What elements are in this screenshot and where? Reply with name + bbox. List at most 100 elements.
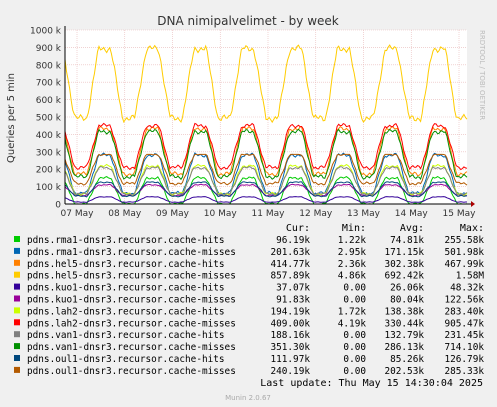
legend-row: pdns.oul1-dnsr3.recursor.cache-hits 111.9… [14, 354, 484, 365]
legend-value-cur: 91.83k [276, 295, 310, 306]
series-line-8 [64, 122, 468, 171]
legend-row: pdns.kuo1-dnsr3.recursor.cache-hits 37.07… [14, 283, 484, 294]
y-tick-label: 500 k [36, 114, 62, 124]
legend-value-min: 0.00 [343, 342, 366, 353]
legend-value-max: 122.56k [444, 295, 484, 306]
legend-value-cur: 240.19k [270, 366, 310, 377]
legend-series-name: pdns.kuo1-dnsr3.recursor.cache-hits [27, 283, 225, 294]
legend-row: pdns.oul1-dnsr3.recursor.cache-misses 240… [14, 366, 484, 377]
legend-value-cur: 37.07k [276, 283, 310, 294]
x-tick-label: 07 May [61, 209, 95, 219]
y-tick-label: 1000 k [30, 27, 62, 37]
legend-value-min: 1.22k [338, 235, 367, 246]
legend-series-name: pdns.kuo1-dnsr3.recursor.cache-misses [27, 295, 236, 306]
legend-series-name: pdns.oul1-dnsr3.recursor.cache-misses [27, 366, 236, 377]
y-tick-label: 800 k [36, 61, 62, 71]
legend-swatch [14, 283, 20, 290]
series-line-11 [64, 181, 468, 198]
y-grid [65, 29, 467, 187]
legend-swatch [14, 295, 20, 302]
legend-value-max: 905.47k [444, 318, 484, 329]
legend-value-cur: 201.63k [270, 247, 310, 258]
legend-swatch [14, 247, 20, 254]
legend-swatch [14, 307, 20, 314]
rrdtool-watermark: RRDTOOL / TOBI OETIKER [478, 30, 486, 120]
chart-title: DNA nimipalvelimet - by week [157, 14, 339, 28]
legend-header-cur: Cur: [286, 223, 310, 234]
y-tick-label: 600 k [36, 96, 62, 106]
y-tick-label: 400 k [36, 131, 62, 141]
legend-value-cur: 414.77k [270, 259, 310, 270]
legend-value-max: 467.99k [444, 259, 484, 270]
legend-value-avg: 80.04k [390, 295, 424, 306]
legend-swatch [14, 271, 20, 278]
legend-value-max: 283.40k [444, 306, 484, 317]
legend-value-min: 4.19k [338, 318, 367, 329]
legend-value-avg: 85.26k [390, 354, 424, 365]
legend-row: pdns.kuo1-dnsr3.recursor.cache-misses 91.… [14, 295, 484, 306]
series-line-10 [64, 128, 468, 181]
legend-value-min: 0.00 [343, 330, 366, 341]
legend-value-avg: 286.13k [384, 342, 424, 353]
legend-value-avg: 171.15k [384, 247, 424, 258]
legend-value-min: 0.00 [343, 295, 366, 306]
legend-value-cur: 96.19k [276, 235, 310, 246]
legend-row: pdns.rma1-dnsr3.recursor.cache-hits 96.19… [14, 235, 484, 246]
legend-row: pdns.van1-dnsr3.recursor.cache-hits 188.1… [14, 330, 484, 341]
x-tick-label: 13 May [347, 209, 381, 219]
legend-value-avg: 202.53k [384, 366, 424, 377]
legend-value-cur: 857.89k [270, 271, 310, 282]
legend-value-min: 2.95k [338, 247, 367, 258]
legend-series-name: pdns.oul1-dnsr3.recursor.cache-hits [27, 354, 225, 365]
legend-value-min: 1.72k [338, 306, 367, 317]
legend-value-avg: 138.38k [384, 306, 424, 317]
legend-row: pdns.van1-dnsr3.recursor.cache-misses 351… [14, 342, 484, 353]
series-lines [64, 44, 468, 205]
legend-value-cur: 351.30k [270, 342, 310, 353]
y-tick-label: 200 k [36, 166, 62, 176]
legend-value-avg: 330.44k [384, 318, 424, 329]
legend-row: pdns.rma1-dnsr3.recursor.cache-misses 201… [14, 247, 484, 258]
legend-header-min: Min: [342, 223, 366, 234]
legend-value-avg: 692.42k [384, 271, 424, 282]
y-tick-label: 900 k [36, 44, 62, 54]
series-line-4 [64, 44, 468, 124]
legend-header-avg: Avg: [400, 223, 424, 234]
legend-value-cur: 188.16k [270, 330, 310, 341]
legend-row: pdns.hel5-dnsr3.recursor.cache-misses 857… [14, 271, 484, 282]
y-tick-labels: 0 100 k 200 k 300 k 400 k 500 k 600 k 700 k 800 … [30, 27, 62, 211]
x-tick-label: 11 May [252, 209, 286, 219]
series-line-9 [64, 165, 468, 196]
legend-value-min: 2.36k [338, 259, 367, 270]
legend: Cur: Min: Avg: Max:pdns.rma1-dnsr3.recursor… [14, 223, 484, 377]
legend-value-cur: 111.97k [270, 354, 310, 365]
legend-series-name: pdns.hel5-dnsr3.recursor.cache-misses [27, 271, 236, 282]
legend-series-name: pdns.lah2-dnsr3.recursor.cache-hits [27, 306, 225, 317]
legend-value-max: 255.58k [444, 235, 484, 246]
legend-value-max: 285.33k [444, 366, 484, 377]
last-update: Last update: Thu May 15 14:30:04 2025 [260, 378, 483, 389]
legend-value-max: 231.45k [444, 330, 484, 341]
legend-row: pdns.lah2-dnsr3.recursor.cache-misses 409… [14, 318, 484, 329]
legend-value-min: 0.00 [343, 354, 366, 365]
x-tick-label: 15 May [443, 209, 477, 219]
legend-row: pdns.hel5-dnsr3.recursor.cache-hits 414.7… [14, 259, 484, 270]
legend-value-avg: 302.38k [384, 259, 424, 270]
legend-value-min: 4.86k [338, 271, 367, 282]
x-tick-label: 12 May [299, 209, 333, 219]
legend-series-name: pdns.van1-dnsr3.recursor.cache-hits [27, 330, 225, 341]
legend-swatch [14, 259, 20, 266]
legend-value-max: 126.79k [444, 354, 484, 365]
x-tick-label: 08 May [108, 209, 142, 219]
y-tick-label: 700 k [36, 79, 62, 89]
legend-value-cur: 194.19k [270, 306, 310, 317]
legend-value-avg: 132.79k [384, 330, 424, 341]
legend-swatch [14, 236, 20, 242]
y-tick-label: 300 k [36, 148, 62, 158]
legend-value-cur: 409.00k [270, 318, 310, 329]
legend-value-max: 48.32k [450, 283, 484, 294]
y-axis-label: Queries per 5 min [6, 73, 17, 163]
y-tick-label: 100 k [36, 183, 62, 193]
legend-value-min: 0.00 [343, 283, 366, 294]
